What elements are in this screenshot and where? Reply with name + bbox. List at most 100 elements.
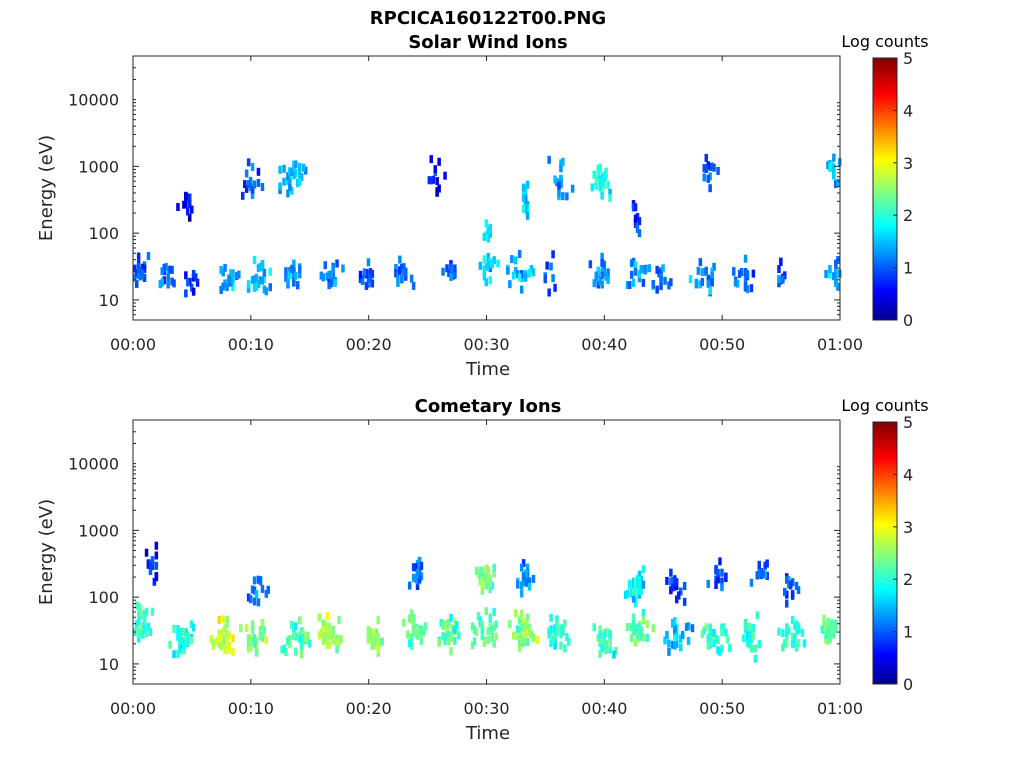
heatmap-cell (298, 270, 302, 279)
heatmap-cell (743, 625, 748, 634)
heatmap-cell (631, 613, 636, 622)
heatmap-cell (596, 280, 600, 289)
heatmap-cell (525, 613, 530, 622)
heatmap-cell (221, 268, 225, 277)
heatmap-cell (409, 641, 414, 650)
heatmap-cell (284, 273, 288, 282)
heatmap-cell (625, 281, 630, 289)
heatmap-cell (606, 268, 610, 277)
heatmap-cell (327, 622, 331, 631)
heatmap-cell (710, 162, 714, 171)
heatmap-cell (637, 270, 642, 278)
heatmap-cell (376, 648, 380, 657)
heatmap-cell (331, 276, 335, 285)
heatmap-cell (148, 567, 153, 576)
heatmap-cell (172, 650, 176, 659)
heatmap-cell (488, 578, 492, 587)
heatmap-cell (323, 625, 327, 634)
heatmap-cell (419, 636, 424, 645)
heatmap-cell (288, 167, 292, 176)
heatmap-cell (637, 576, 642, 585)
heatmap-cell (190, 620, 194, 629)
heatmap-cell (305, 632, 310, 641)
heatmap-cell (329, 630, 333, 639)
heatmap-cell (221, 627, 225, 636)
heatmap-cell (657, 269, 661, 278)
heatmap-cell (244, 184, 249, 193)
heatmap-cell (262, 626, 267, 635)
heatmap-cell (223, 279, 227, 288)
heatmap-cell (144, 548, 149, 557)
heatmap-cell (724, 572, 728, 581)
heatmap-cell (598, 277, 602, 286)
heatmap-cell (154, 551, 159, 560)
heatmap-cell (563, 644, 567, 653)
heatmap-cell (319, 630, 324, 639)
heatmap-cell (488, 623, 492, 632)
colorbar-label-solar-wind: Log counts (841, 32, 928, 51)
heatmap-cell (321, 619, 325, 628)
heatmap-cell (453, 625, 457, 634)
heatmap-cell (480, 582, 485, 591)
heatmap-cell (417, 557, 422, 565)
heatmap-cell (631, 594, 636, 603)
heatmap-cell (246, 280, 251, 289)
heatmap-cell (248, 635, 253, 644)
heatmap-cell (394, 269, 398, 278)
heatmap-cell (325, 632, 329, 641)
heatmap-cell (604, 272, 608, 281)
heatmap-cell (794, 581, 799, 590)
heatmap-cell (231, 283, 235, 292)
y-ticks-solar-wind: 10 100 1000 10000 (68, 67, 840, 321)
heatmap-cell (834, 625, 838, 634)
heatmap-cell (250, 585, 255, 594)
heatmap-cell (282, 164, 286, 173)
heatmap-cell (708, 625, 712, 634)
heatmap-cell (140, 263, 145, 272)
heatmap-cell (482, 639, 487, 647)
heatmap-cell (419, 625, 424, 634)
heatmap-cell (286, 172, 290, 181)
heatmap-cell (154, 573, 159, 582)
heatmap-cell (661, 264, 665, 273)
heatmap-cell (704, 623, 708, 632)
heatmap-cell (745, 270, 750, 279)
heatmap-cell (627, 581, 632, 590)
heatmap-cell (669, 278, 673, 287)
heatmap-cell (250, 625, 255, 634)
heatmap-cell (490, 629, 494, 638)
heatmap-cell (301, 163, 306, 172)
heatmap-cell (836, 178, 840, 187)
heatmap-cell (288, 183, 292, 192)
heatmap-cell (402, 263, 406, 272)
colorbar-tick-label: 2 (903, 206, 913, 225)
x-ticks-solar-wind: 00:00 00:10 00:20 00:30 00:40 00:50 01:00 (110, 56, 863, 354)
colorbar-tick-label: 0 (903, 311, 913, 330)
heatmap-cell (645, 633, 650, 642)
colorbar-tick-label: 0 (903, 675, 913, 694)
heatmap-cell (282, 177, 286, 186)
heatmap-cell (602, 181, 606, 190)
y-tick-label: 1000 (78, 521, 119, 540)
heatmap-cell (474, 566, 479, 575)
heatmap-cell (633, 623, 638, 632)
heatmap-cell (643, 266, 648, 275)
heatmap-cell (484, 607, 488, 616)
heatmap-cell (480, 566, 485, 575)
heatmap-cell (679, 587, 683, 596)
heatmap-cell (633, 267, 638, 276)
heatmap-cell (637, 581, 642, 590)
heatmap-cell (598, 625, 602, 634)
heatmap-cell (284, 648, 288, 656)
heatmap-cell (743, 254, 748, 263)
colorbar-tick-label: 3 (903, 518, 913, 537)
heatmap-cell (677, 591, 681, 600)
x-tick-label: 01:00 (817, 335, 863, 354)
heatmap-cell (396, 278, 400, 287)
heatmap-cell (292, 265, 296, 274)
heatmap-cell (333, 279, 337, 288)
heatmap-cell (307, 639, 312, 648)
heatmap-cell (635, 625, 640, 634)
heatmap-cell (561, 623, 565, 632)
heatmap-cell (341, 264, 345, 273)
